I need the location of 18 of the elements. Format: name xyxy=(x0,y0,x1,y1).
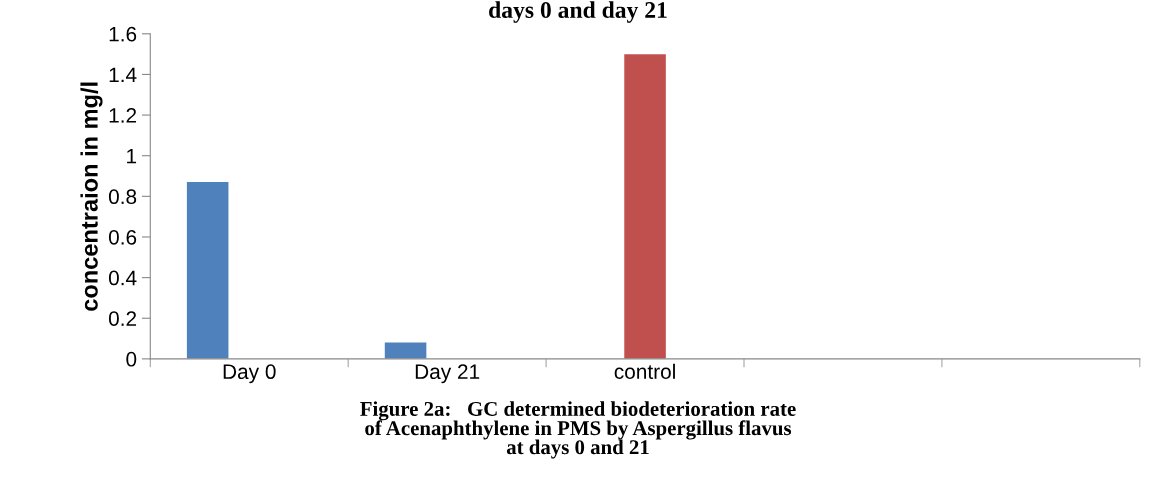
y-tick-label: 0.2 xyxy=(108,311,137,326)
chart-title: days 0 and day 21 xyxy=(489,1,667,23)
y-tick-label: 1.2 xyxy=(109,108,137,123)
y-tick-label: 1 xyxy=(127,148,137,164)
x-tick-label: control xyxy=(614,363,675,380)
caption: Figure 2a: GC determined biodeterioration rate of Acenaphthylene in PMS by Aspergillus flavus at days 0 and 21 xyxy=(360,401,796,459)
y-tick-label: 1.6 xyxy=(109,26,137,42)
x-tick-label: Day 21 xyxy=(415,364,480,384)
y-tick-label: 0 xyxy=(126,351,137,367)
y-tick-label: 0.6 xyxy=(108,229,137,245)
y-tick-label: 0.8 xyxy=(108,189,137,205)
bar xyxy=(186,182,229,359)
y-axis-title: concentraion in mg/l xyxy=(80,82,103,311)
y-tick-label: 0.4 xyxy=(108,270,137,286)
bar xyxy=(384,342,427,359)
bar xyxy=(624,54,666,359)
y-tick-label: 1.4 xyxy=(109,67,137,82)
x-tick-label: Day 0 xyxy=(223,364,276,384)
